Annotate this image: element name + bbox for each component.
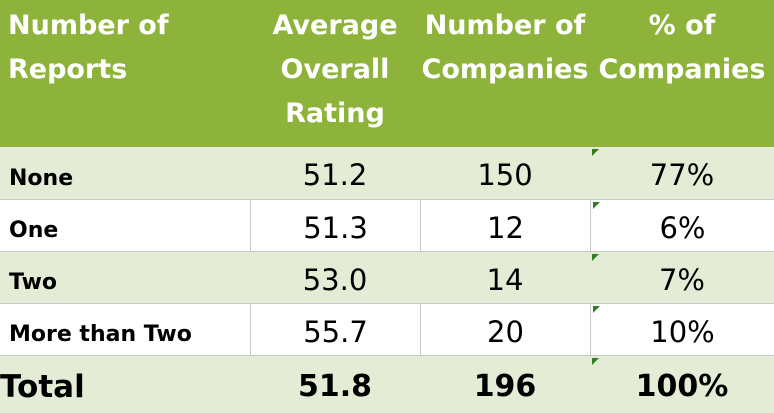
error-indicator-icon — [592, 149, 599, 156]
header-line: Companies — [598, 54, 766, 85]
error-indicator-icon — [592, 358, 599, 365]
header-number-of-reports: Number of Reports — [0, 0, 250, 147]
header-percent-of-companies: % of Companies — [590, 0, 774, 147]
total-percent-value: 100% — [635, 369, 729, 404]
total-count-value: 196 — [473, 369, 537, 404]
error-indicator-icon — [592, 254, 599, 261]
row-label[interactable]: Two — [0, 251, 250, 303]
row-label[interactable]: None — [0, 147, 250, 199]
total-company-count-cell[interactable]: 196 — [420, 355, 590, 413]
error-indicator-icon — [593, 202, 600, 209]
row-label[interactable]: More than Two — [0, 303, 250, 355]
total-company-percent-cell[interactable]: 100% — [590, 355, 774, 413]
header-line: Number of — [424, 10, 586, 41]
percent-value: 10% — [650, 314, 715, 349]
percent-value: 6% — [659, 210, 706, 245]
header-line: Reports — [8, 54, 128, 85]
row-label[interactable]: One — [0, 199, 250, 251]
error-indicator-icon — [593, 306, 600, 313]
avg-rating-cell[interactable]: 51.3 — [250, 199, 420, 251]
company-count-cell[interactable]: 150 — [420, 147, 590, 199]
company-percent-cell[interactable]: 6% — [590, 199, 774, 251]
company-percent-cell[interactable]: 77% — [590, 147, 774, 199]
percent-value: 7% — [658, 262, 705, 297]
company-percent-cell[interactable]: 10% — [590, 303, 774, 355]
total-row-label-cell[interactable]: Total — [0, 355, 250, 413]
header-line: Companies — [421, 54, 589, 85]
header-line: Overall — [280, 54, 390, 85]
header-line: Rating — [285, 98, 385, 129]
header-average-overall-rating: Average Overall Rating — [250, 0, 420, 147]
total-avg-rating-cell[interactable]: 51.8 — [250, 355, 420, 413]
header-line: Number of — [8, 10, 169, 41]
company-count-cell[interactable]: 12 — [420, 199, 590, 251]
company-count-cell[interactable]: 14 — [420, 251, 590, 303]
header-number-of-companies: Number of Companies — [420, 0, 590, 147]
percent-value: 77% — [649, 158, 715, 192]
company-percent-cell[interactable]: 7% — [590, 251, 774, 303]
avg-rating-cell[interactable]: 53.0 — [250, 251, 420, 303]
total-avg-value: 51.8 — [297, 369, 373, 404]
company-count-cell[interactable]: 20 — [420, 303, 590, 355]
avg-rating-cell[interactable]: 55.7 — [250, 303, 420, 355]
header-line: % of — [648, 10, 716, 41]
avg-rating-cell[interactable]: 51.2 — [250, 147, 420, 199]
header-line: Average — [272, 10, 398, 41]
total-label: Total — [0, 368, 85, 405]
